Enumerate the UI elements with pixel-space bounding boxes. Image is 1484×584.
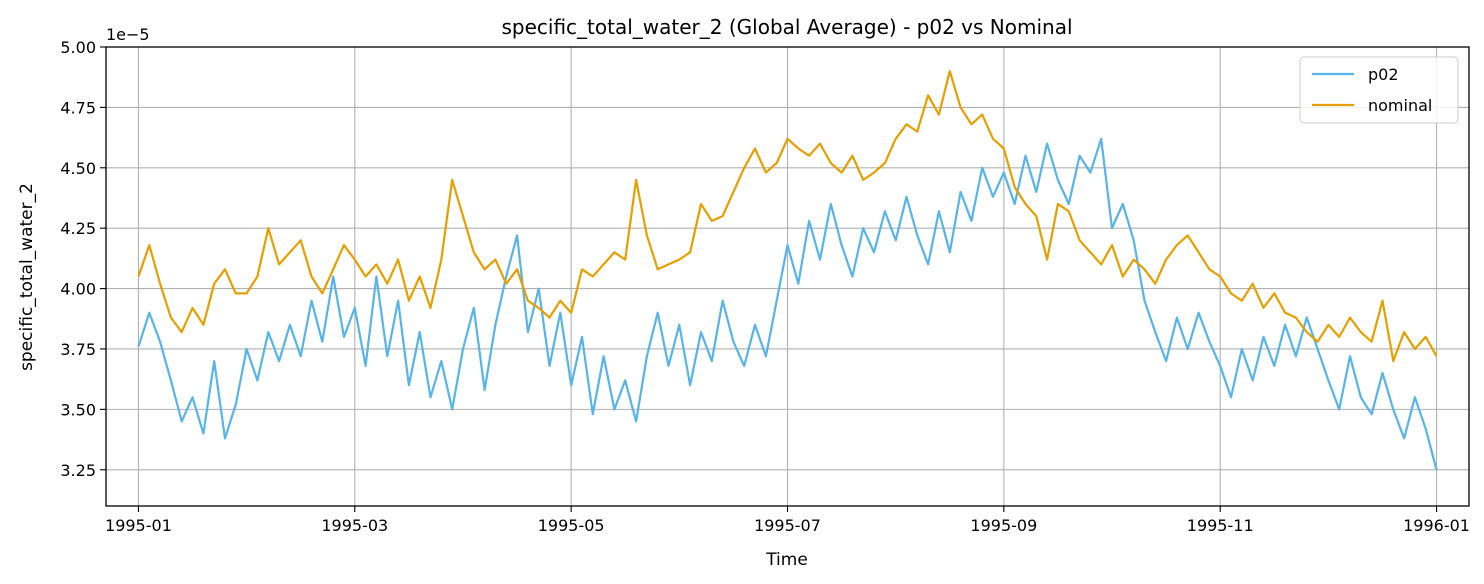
x-axis-label: Time	[765, 550, 808, 570]
legend: p02 nominal	[1299, 56, 1459, 124]
y-tick-label: 4.50	[60, 159, 96, 178]
y-tick-label: 3.75	[60, 340, 96, 359]
x-tick-label: 1995-03	[321, 516, 388, 535]
series-layer	[137, 70, 1438, 471]
series-line-p02	[137, 137, 1438, 471]
x-tick-label: 1995-01	[105, 516, 172, 535]
x-tick-label: 1995-09	[970, 516, 1037, 535]
y-tick-label: 4.75	[60, 98, 96, 117]
y-offset-label: 1e−5	[106, 25, 150, 44]
y-tick-label: 3.25	[60, 461, 96, 480]
legend-label-p02: p02	[1368, 65, 1399, 84]
y-tick-label: 5.00	[60, 38, 96, 57]
x-ticks: 1995-01 1995-03 1995-05 1995-07 1995-09 1995-…	[105, 506, 1470, 535]
series-line-nominal	[137, 70, 1438, 363]
x-tick-label: 1996-01	[1403, 516, 1470, 535]
legend-label-nominal: nominal	[1368, 96, 1432, 115]
chart-title: specific_total_water_2 (Global Average) …	[501, 15, 1072, 39]
y-ticks: 3.25 3.50 3.75 4.00 4.25 4.50 4.75 5.00	[60, 38, 106, 480]
y-tick-label: 4.25	[60, 219, 96, 238]
y-axis-label: specific_total_water_2	[17, 183, 37, 371]
x-tick-label: 1995-05	[538, 516, 605, 535]
x-tick-label: 1995-07	[754, 516, 821, 535]
x-tick-label: 1995-11	[1187, 516, 1254, 535]
y-tick-label: 4.00	[60, 280, 96, 299]
y-tick-label: 3.50	[60, 400, 96, 419]
